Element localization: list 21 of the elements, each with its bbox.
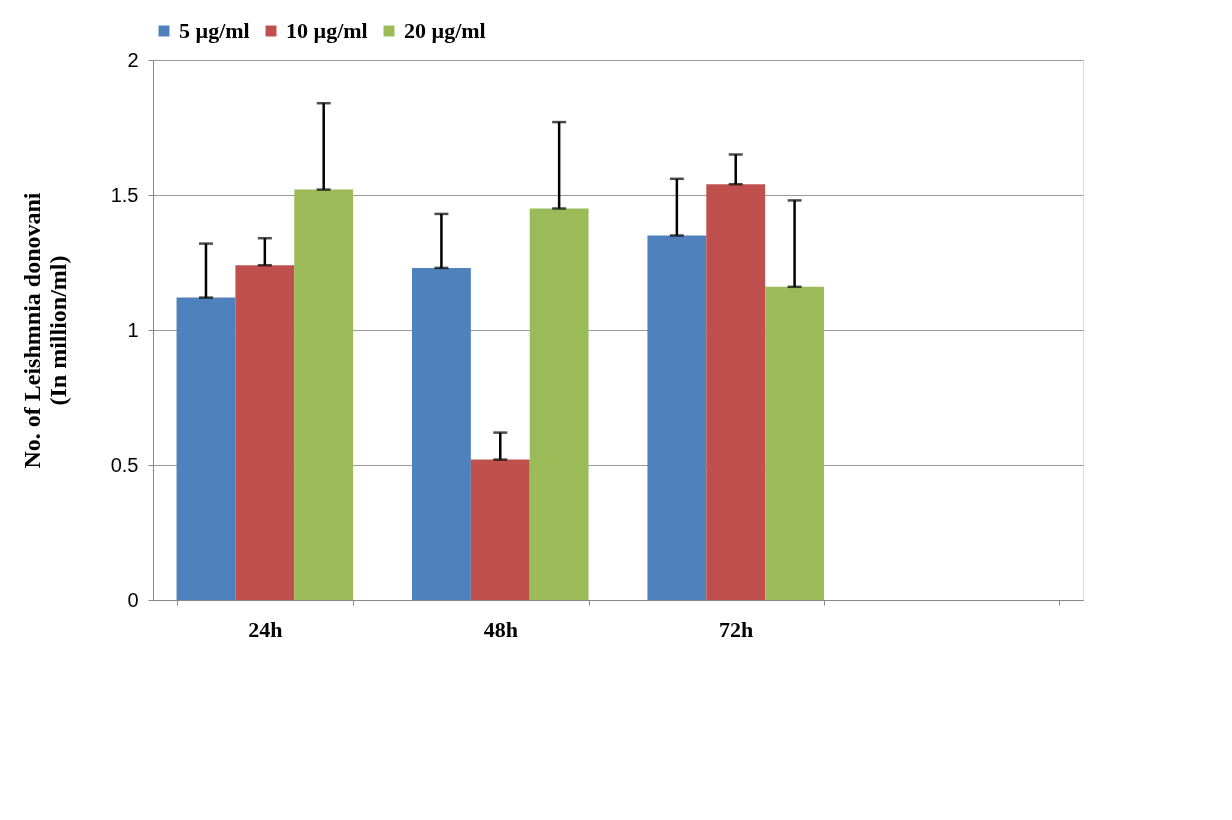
- legend-label: 20 µg/ml: [404, 18, 486, 43]
- y-tick-label: 1.5: [110, 183, 139, 206]
- bar: [706, 184, 766, 600]
- y-tick-label: 1: [127, 318, 139, 341]
- y-axis-title: No. of Leishmnia donovani (In million/ml): [18, 192, 71, 469]
- legend-label: 5 µg/ml: [179, 18, 250, 43]
- bar: [235, 265, 295, 600]
- x-tick-label: 48h: [483, 616, 518, 642]
- bar: [294, 189, 354, 600]
- x-tick-label: 24h: [248, 616, 283, 642]
- y-tick-label: 0: [127, 588, 139, 611]
- bar: [470, 459, 530, 600]
- bar: [765, 286, 825, 600]
- bar: [647, 235, 707, 600]
- bar: [411, 267, 471, 600]
- bar: [529, 208, 589, 600]
- legend-label: 10 µg/ml: [286, 18, 368, 43]
- bar: [176, 297, 236, 600]
- y-tick-label: 2: [127, 48, 139, 71]
- y-tick-label: 0.5: [110, 453, 139, 476]
- x-tick-label: 72h: [719, 616, 754, 642]
